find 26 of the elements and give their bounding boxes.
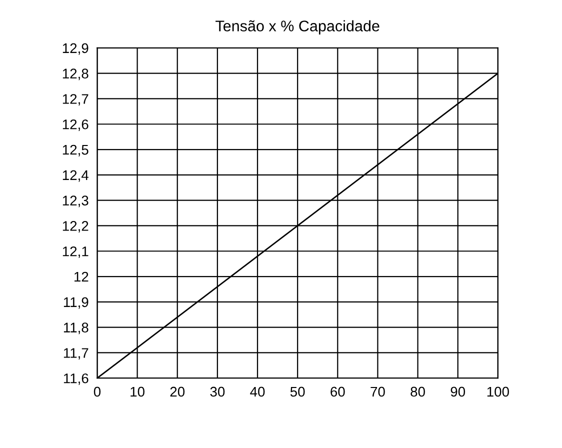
- x-tick-label: 80: [410, 386, 425, 397]
- x-tick-label: 50: [290, 386, 305, 397]
- y-tick-label: 11,7: [64, 348, 88, 360]
- chart-title: Tensão x % Capacidade: [216, 20, 380, 34]
- x-tick-label: 10: [130, 386, 144, 397]
- x-tick-label: 70: [370, 386, 385, 397]
- y-tick-label: 12,3: [62, 196, 88, 208]
- x-tick-label: 30: [210, 386, 225, 397]
- y-tick-label: 12,9: [62, 43, 88, 55]
- x-tick-label: 60: [330, 386, 345, 397]
- y-tick-label: 11,9: [64, 297, 88, 309]
- y-tick-label: 11,6: [64, 373, 88, 385]
- y-tick-label: 11,8: [64, 322, 88, 334]
- y-tick-label: 12,2: [62, 221, 88, 233]
- x-tick-label: 0: [94, 386, 101, 397]
- x-tick-label: 20: [170, 386, 185, 397]
- y-tick-label: 12,4: [62, 170, 88, 182]
- x-tick-label: 90: [450, 386, 466, 397]
- y-tick-label: 12,5: [62, 144, 88, 156]
- x-tick-label: 40: [250, 386, 265, 397]
- y-tick-label: 12,7: [62, 94, 88, 106]
- x-tick-label: 100: [487, 386, 509, 397]
- y-tick-label: 12,6: [62, 119, 88, 131]
- y-tick-label: 12: [74, 272, 88, 282]
- y-tick-label: 12,1: [62, 246, 88, 258]
- y-tick-label: 12,8: [62, 68, 88, 80]
